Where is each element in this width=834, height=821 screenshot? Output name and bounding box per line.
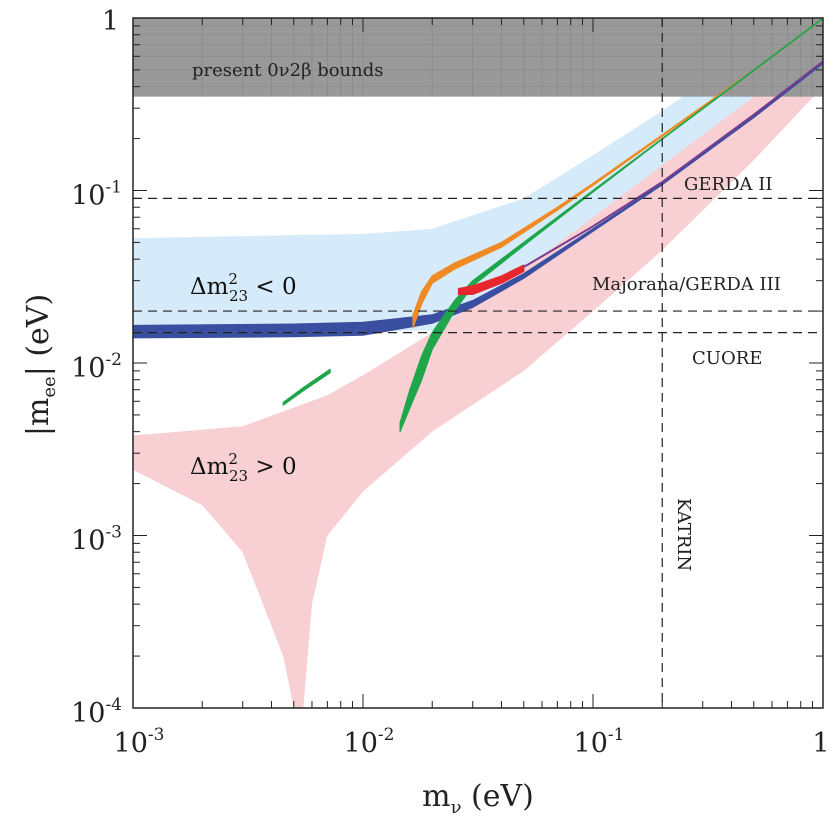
purple-line	[523, 60, 823, 268]
label-normal-hierarchy: Δm2 23 > 0	[190, 450, 297, 485]
red-band	[457, 264, 525, 295]
y-tick-label: 10-2	[71, 350, 122, 384]
excluded-region-label: present 0ν2β bounds	[192, 60, 384, 81]
ref-label-cuore: CUORE	[692, 348, 762, 369]
small-green-segment	[282, 368, 331, 406]
x-tick-label: 10-3	[114, 725, 165, 759]
x-tick-label: 10-1	[574, 725, 625, 759]
label-inverted-hierarchy: Δm2 23 < 0	[190, 270, 297, 305]
y-tick-label: 10-1	[71, 178, 122, 212]
blue-band	[133, 62, 823, 339]
ref-label-gerda-ii: GERDA II	[684, 174, 772, 195]
y-tick-label: 10-3	[71, 523, 122, 557]
inverted-hierarchy-band	[133, 18, 823, 333]
green-band	[399, 18, 823, 433]
x-axis-title: mν (eV)	[422, 779, 534, 818]
excluded-region	[133, 18, 823, 97]
x-tick-label: 1	[812, 728, 829, 759]
y-tick-label: 10-4	[71, 695, 122, 729]
ref-label-katrin: KATRIN	[673, 498, 694, 571]
normal-hierarchy-band	[133, 44, 823, 708]
y-tick-label: 1	[102, 6, 119, 37]
ref-label-majorana-gerda-iii: Majorana/GERDA III	[592, 274, 781, 295]
x-tick-label: 10-2	[344, 725, 395, 759]
y-axis-title: |mee| (eV)	[21, 294, 60, 436]
